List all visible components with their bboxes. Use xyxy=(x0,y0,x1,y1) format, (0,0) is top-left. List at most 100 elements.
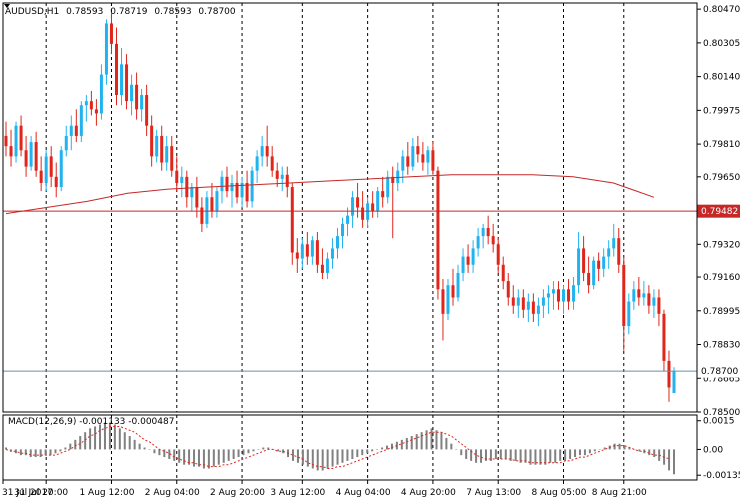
candle xyxy=(29,135,33,171)
candle xyxy=(667,350,671,402)
symbol-dropdown-icon[interactable] xyxy=(4,4,10,8)
candle-body xyxy=(225,176,229,192)
candle-body xyxy=(647,293,651,306)
candle xyxy=(431,142,435,175)
macd-histogram-bar xyxy=(346,449,349,461)
macd-layer xyxy=(5,422,675,475)
macd-histogram-bar xyxy=(544,449,547,465)
x-tick-label: 4 Aug 04:00 xyxy=(336,488,391,498)
candle-body xyxy=(250,170,254,202)
candle xyxy=(245,170,249,208)
macd-histogram-bar xyxy=(673,449,675,475)
candle-body xyxy=(240,182,244,198)
macd-histogram-bar xyxy=(247,449,250,454)
candle xyxy=(381,176,385,208)
macd-histogram-bar xyxy=(202,449,205,469)
macd-histogram-bar xyxy=(193,449,196,467)
candle-body xyxy=(567,289,571,302)
candle xyxy=(300,238,304,269)
candle xyxy=(607,240,611,269)
candle-body xyxy=(295,252,299,259)
candle xyxy=(486,215,490,245)
macd-histogram-bar xyxy=(336,449,339,465)
macd-histogram-bar xyxy=(321,449,324,471)
macd-histogram-bar xyxy=(410,436,413,450)
macd-histogram-bar xyxy=(489,449,492,461)
candle-body xyxy=(330,248,334,259)
candle xyxy=(456,264,460,302)
candle-body xyxy=(657,297,661,314)
candle xyxy=(622,256,626,351)
macd-histogram-bar xyxy=(648,449,651,456)
candle xyxy=(657,289,661,327)
candle-body xyxy=(230,182,234,192)
macd-histogram-bar xyxy=(301,449,304,465)
candle-body xyxy=(280,174,284,179)
macd-histogram-bar xyxy=(178,449,181,463)
candle-body xyxy=(476,236,480,249)
candle xyxy=(265,125,269,167)
candle xyxy=(632,281,636,310)
macd-histogram-bar xyxy=(5,447,7,450)
candle-body xyxy=(496,244,500,265)
candle xyxy=(59,146,63,192)
candle-body xyxy=(401,156,405,171)
ohlc-high: 0.78719 xyxy=(110,7,147,17)
macd-histogram-bar xyxy=(381,447,384,450)
macd-histogram-bar xyxy=(341,449,344,463)
candle xyxy=(526,293,530,323)
candle xyxy=(562,285,566,314)
candle-body xyxy=(356,197,360,208)
candle-body xyxy=(536,305,540,314)
candle xyxy=(597,252,601,282)
macd-histogram-bar xyxy=(450,443,453,450)
macd-label: MACD(12,26,9) -0.001133 -0.000487 xyxy=(8,417,174,427)
candle xyxy=(376,187,380,218)
candle xyxy=(577,232,581,294)
candle xyxy=(461,248,465,282)
y-tick-label: 0.80140 xyxy=(703,73,740,83)
candle xyxy=(386,170,390,204)
macd-histogram-bar xyxy=(188,449,191,465)
candle xyxy=(637,277,641,306)
candle-body xyxy=(19,125,23,151)
ohlc-open: 0.78593 xyxy=(66,7,103,17)
macd-histogram-bar xyxy=(653,449,656,458)
candle-body xyxy=(587,272,591,286)
candle-body xyxy=(562,289,566,302)
candle xyxy=(330,238,334,269)
candle xyxy=(371,191,375,218)
candle xyxy=(200,197,204,233)
candle-body xyxy=(59,150,63,188)
candle xyxy=(180,166,184,198)
candle-body xyxy=(577,248,581,286)
macd-histogram-bar xyxy=(19,449,22,456)
candle xyxy=(426,146,430,175)
candle-body xyxy=(260,146,264,157)
macd-histogram-bar xyxy=(668,449,671,471)
macd-histogram-bar xyxy=(569,449,572,459)
candle-body xyxy=(361,207,365,220)
candle xyxy=(536,297,540,327)
candle-body xyxy=(24,150,28,167)
candle-body xyxy=(165,146,169,163)
x-tick-label: 8 Aug 21:00 xyxy=(592,488,647,498)
ohlc-low: 0.78593 xyxy=(154,7,191,17)
macd-histogram-bar xyxy=(64,447,67,450)
candle xyxy=(592,256,596,290)
candle-body xyxy=(94,109,98,114)
candle-body xyxy=(371,203,375,212)
macd-histogram-bar xyxy=(153,449,156,454)
candle-body xyxy=(667,360,671,388)
candle xyxy=(155,129,159,163)
candle xyxy=(170,135,174,177)
chart-header-symbol: AUDUSD,H1 0.78593 0.78719 0.78593 0.7870… xyxy=(5,7,236,17)
macd-histogram-bar xyxy=(103,422,106,450)
y-tick-label: 0.78830 xyxy=(703,341,740,351)
candle xyxy=(270,146,274,177)
candle-body xyxy=(175,170,179,183)
macd-histogram-bar xyxy=(242,449,245,456)
candle-body xyxy=(607,248,611,257)
